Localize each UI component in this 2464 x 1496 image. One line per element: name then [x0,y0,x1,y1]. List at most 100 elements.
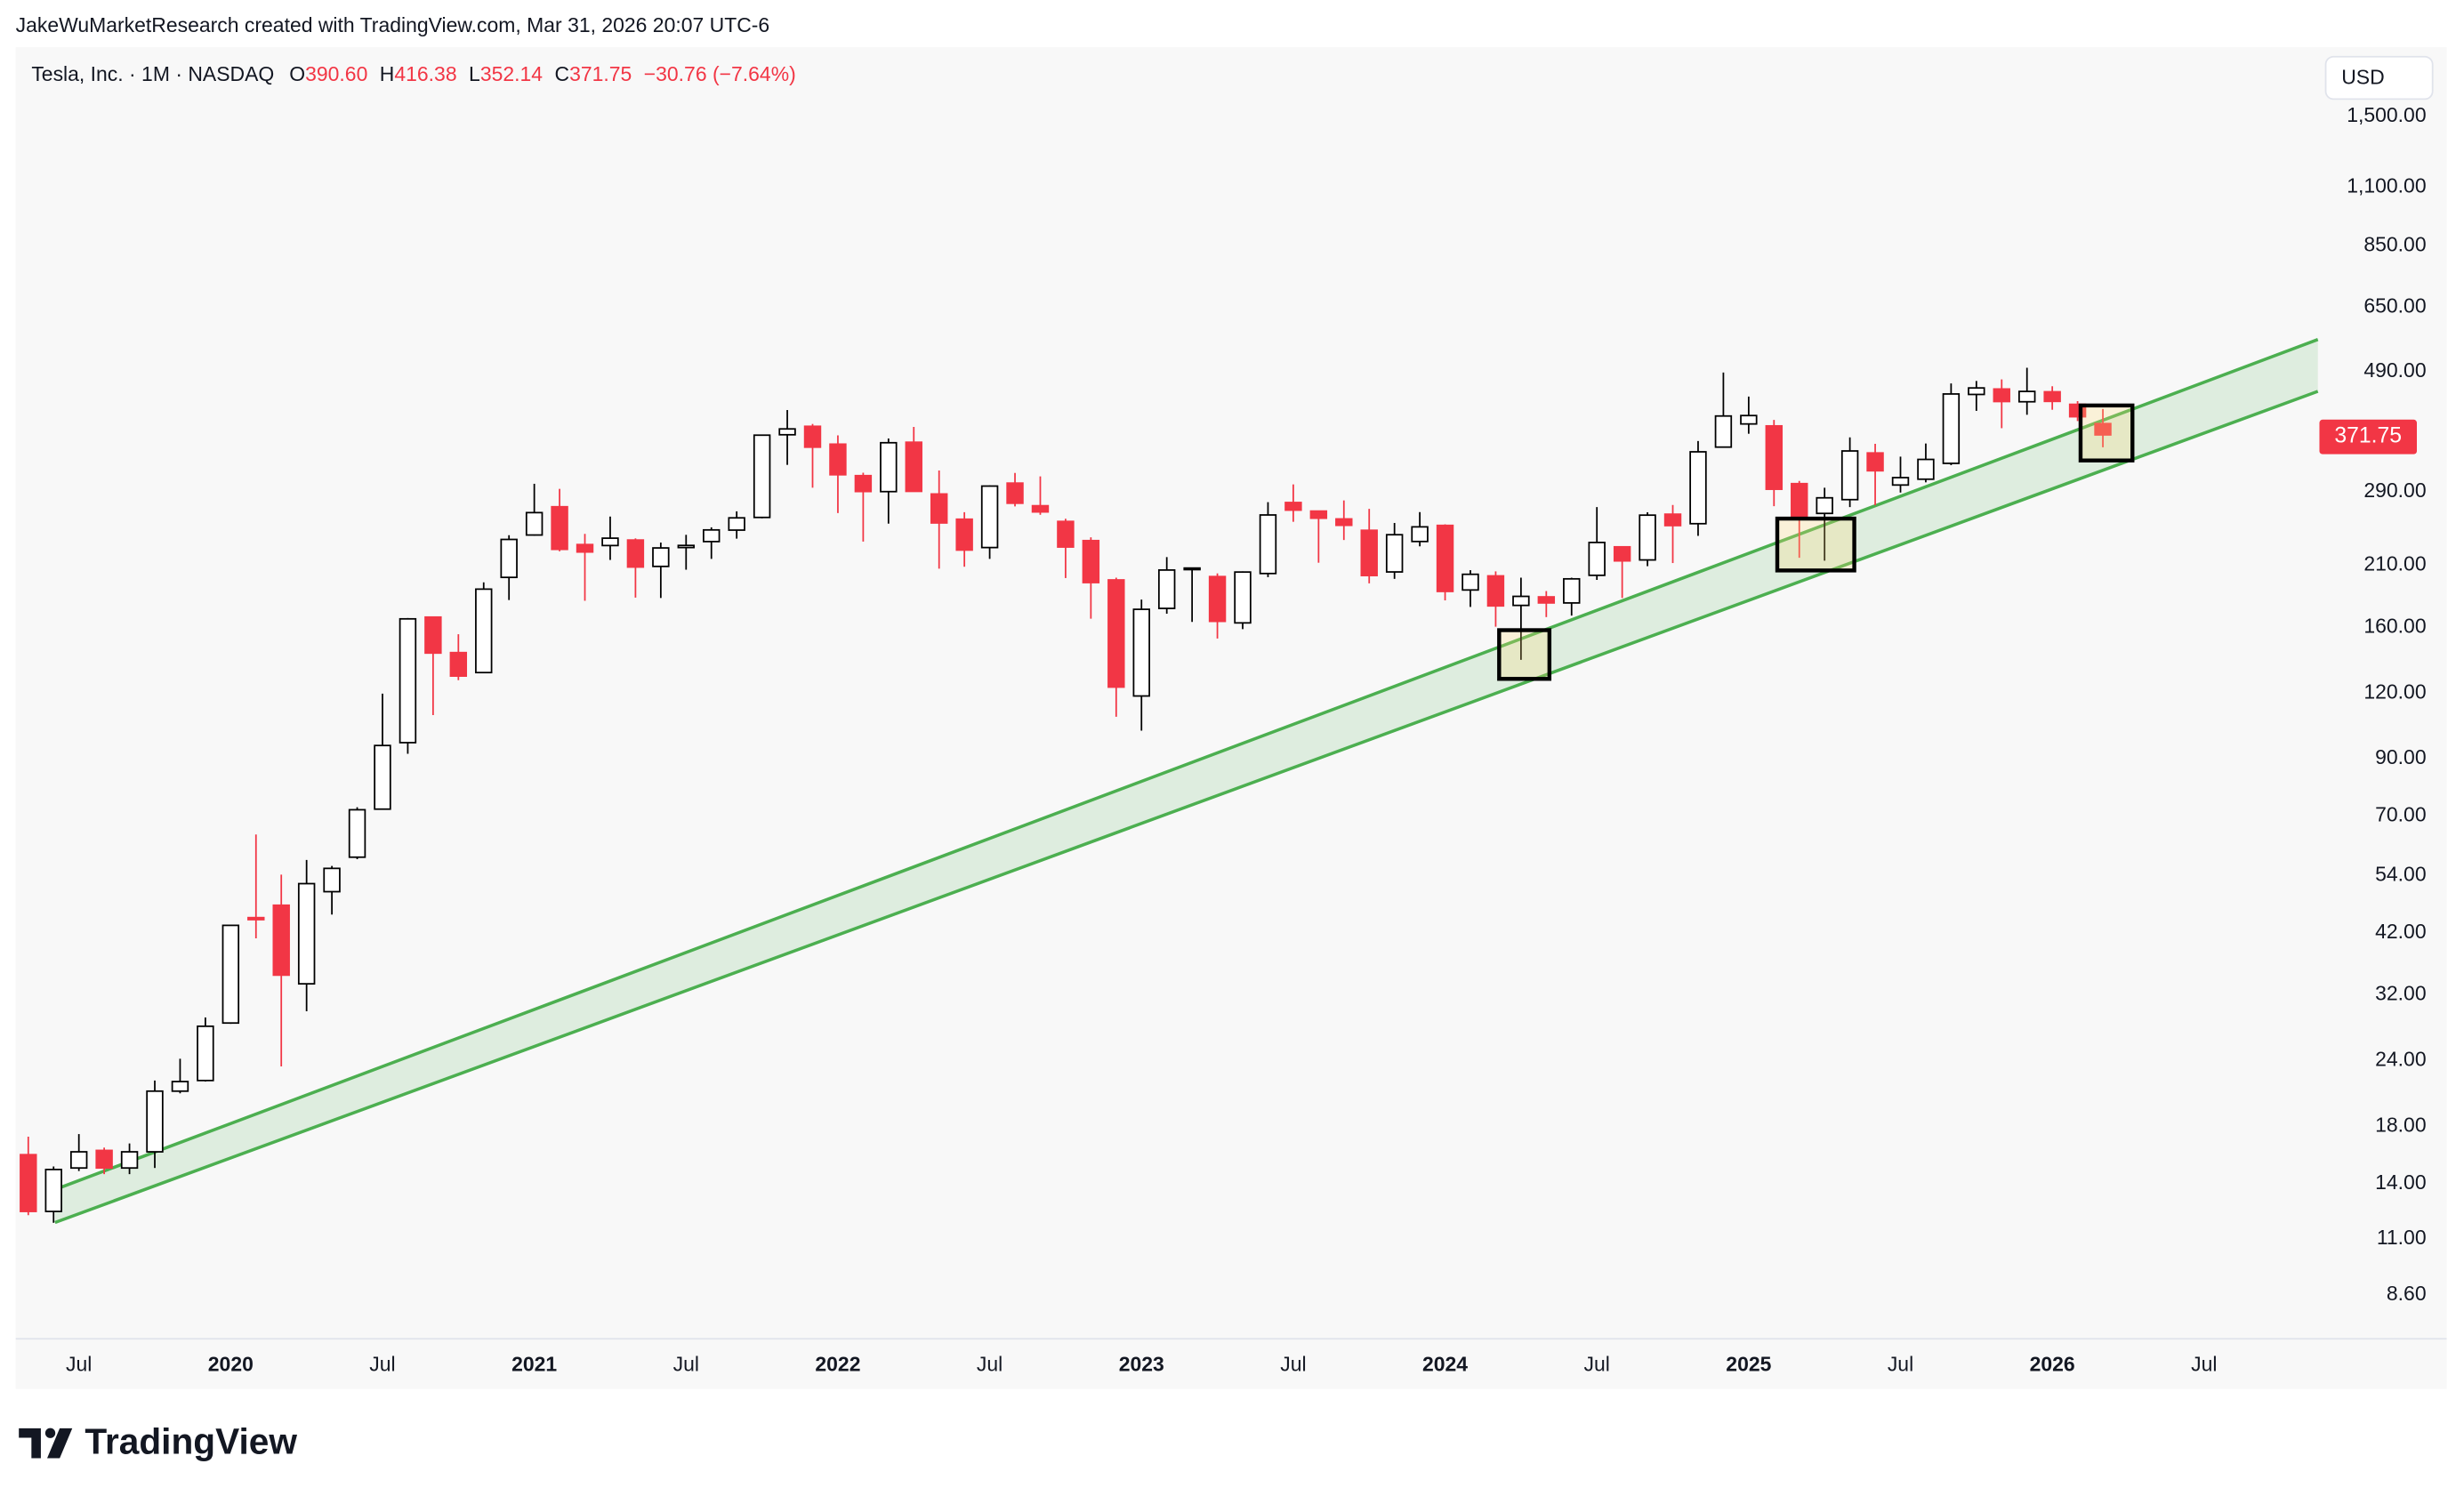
candle-body [905,441,922,493]
legend-value: 371.75 [569,62,632,85]
candle-body [247,916,265,921]
currency-button[interactable] [2324,55,2434,101]
candle-body [1309,510,1328,519]
candle-body [297,882,316,985]
y-tick-label: 14.00 [2375,1170,2426,1194]
logo-shape [46,1428,73,1459]
candle-body [980,485,999,549]
highlight-box [1775,516,1856,573]
candle-body [374,744,391,810]
highlight-box [2078,403,2135,462]
candle-body [1360,529,1378,576]
candle-body [1411,526,1429,543]
candle-body [1461,573,1479,591]
currency[interactable]: USD [2341,65,2384,88]
candle-body [1765,424,1784,490]
x-tick-label: Jul [673,1352,699,1375]
y-tick-label: 8.60 [2387,1282,2427,1305]
candle-body [2043,390,2061,403]
candle-body [703,528,721,543]
candle-body [1157,569,1176,609]
candle-body [399,617,417,744]
y-tick-label: 210.00 [2363,552,2426,575]
candle-body [854,474,873,493]
credit: JakeWuMarketResearch created with Tradin… [16,13,770,36]
chart-panel [15,47,2447,1389]
candle-body [525,511,544,536]
candle-body [424,615,442,655]
x-tick-label: Jul [369,1352,395,1375]
candle-body [1537,596,1556,604]
y-tick-label: 24.00 [2375,1048,2426,1071]
highlight-box [1497,628,1552,681]
candle-body [1791,482,1808,519]
candle-body [1486,575,1505,607]
candle-body [1512,595,1530,607]
candle-body [221,924,240,1025]
candle-body [475,588,493,674]
y-tick-label: 120.00 [2363,680,2426,703]
candle-body [1639,514,1656,561]
candle-body [323,867,341,893]
candle-body [1132,608,1150,697]
y-tick-label: 42.00 [2375,920,2426,943]
last-price: 371.75 [2334,424,2402,448]
candle-body [1917,458,1935,480]
candle-body [1208,575,1227,623]
legend-key: C [555,62,570,85]
candle-body [1840,450,1859,501]
y-tick-label: 90.00 [2375,745,2426,768]
candle-body [829,443,847,476]
candle-body [1942,393,1961,464]
candle-body [1234,571,1252,624]
candle-body [1816,496,1833,515]
legend-value: 390.60 [305,62,367,85]
candle-body [1714,414,1733,448]
x-tick-label: 2024 [1422,1352,1468,1375]
candle-body [1993,388,2010,403]
candle-body [930,493,948,524]
candle-body [1563,577,1581,604]
candle-body [955,518,973,551]
candle-body [20,1154,37,1212]
candles [20,367,2112,1223]
candle-body [1891,477,1910,487]
candle-body [197,1025,214,1082]
y-tick-label: 70.00 [2375,803,2426,826]
x-tick-label: Jul [1888,1352,1913,1375]
legend-value: 416.38 [394,62,456,85]
candle-body [449,651,468,678]
x-tick-label: 2022 [815,1352,860,1375]
candle-body [1082,539,1100,583]
y-tick-label: 850.00 [2363,233,2426,256]
candle-body [1968,387,1985,396]
candle-body [1866,452,1884,472]
y-tick-label: 160.00 [2363,614,2426,637]
channel-fill [54,339,2318,1223]
candle-body [2017,390,2036,403]
candle-body [1663,513,1682,527]
candle-body [1107,579,1125,688]
time-scale: Jul 2020 Jul 2021 Jul 2022 Jul 2023 Jul 2024 Jul 20… [66,1352,2217,1375]
candle-body [1588,542,1606,576]
candle-body [1031,504,1050,513]
candle-body [44,1169,62,1212]
candle-body [1006,482,1024,504]
candle-body [1613,545,1631,562]
candle-body [348,808,366,858]
candle-body [1335,518,1353,527]
candle-body [1385,534,1404,573]
last-price-badge [2319,419,2418,454]
candle-body [1740,414,1758,425]
candle-body [171,1081,189,1092]
x-tick-label: Jul [1280,1352,1306,1375]
candle-body [2094,422,2112,436]
candle-body [576,543,594,553]
x-tick-label: Jul [1584,1352,1610,1375]
candle-body [677,544,696,549]
legend-change: −30.76 (−7.64%) [644,62,796,85]
candle-body [146,1090,164,1153]
candle-body [551,505,568,551]
candle-body [1259,514,1277,575]
